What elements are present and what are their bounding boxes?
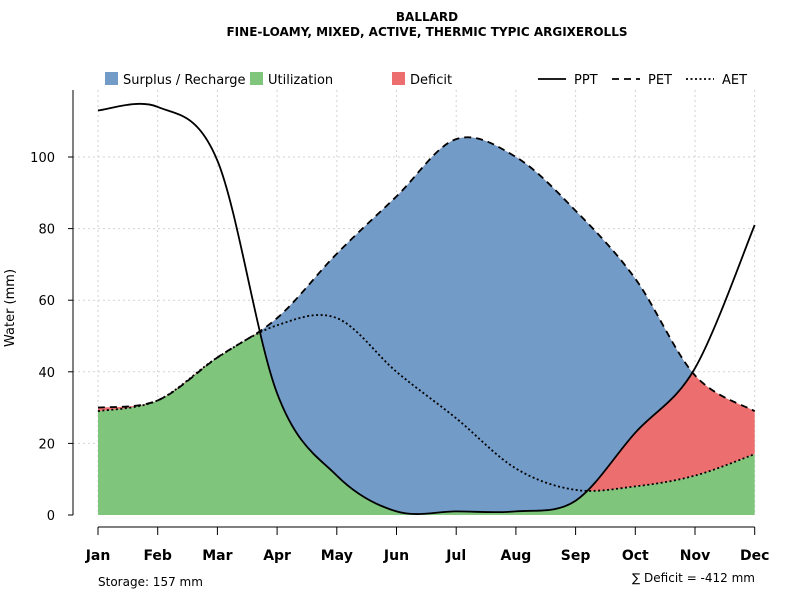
legend-label: Surplus / Recharge [123,73,246,88]
x-tick-label-dec: Dec [740,548,769,564]
x-tick-label-jul: Jul [445,548,466,564]
x-tick-label-feb: Feb [143,548,172,564]
legend-label: Utilization [268,73,333,88]
x-tick-label-jun: Jun [383,548,409,564]
axes: 0 20 40 60 80 100 Jan Feb Mar Apr May Jun Jul Aug Sep O… [30,90,769,564]
legend-label: PET [648,73,672,88]
y-tick-label: 40 [38,366,55,381]
legend: Surplus / Recharge Utilization Deficit PPT P… [105,72,747,88]
x-tick-label-nov: Nov [680,548,710,564]
y-tick-label: 60 [38,294,55,309]
legend-swatch [392,72,405,85]
y-tick-label: 80 [38,223,55,238]
chart-subtitle: FINE-LOAMY, MIXED, ACTIVE, THERMIC TYPIC… [226,25,627,39]
legend-swatch [105,72,118,85]
series-line-ppt [97,102,756,515]
x-tick-label-oct: Oct [622,548,649,564]
legend-label: Deficit [410,73,452,88]
legend-label: PPT [574,73,598,88]
series-line-aet [97,314,756,492]
x-tick-label-mar: Mar [202,548,232,564]
storage-annotation: Storage: 157 mm [98,575,203,589]
area-fills [98,103,755,515]
y-tick-label: 100 [30,151,55,166]
x-tick-label-jan: Jan [85,548,111,564]
chart-title: BALLARD [396,10,458,24]
deficit-annotation: ∑ Deficit = -412 mm [632,571,755,585]
x-tick-label-aug: Aug [500,548,531,564]
series-line-pet [97,136,756,412]
legend-label: AET [722,73,747,88]
legend-swatch [250,72,263,85]
y-tick-label: 0 [47,509,55,524]
series-lines [97,102,756,515]
surplus-recharge-area [98,103,755,515]
x-tick-label-sep: Sep [561,548,591,564]
y-tick-label: 20 [38,437,55,452]
x-tick-label-may: May [321,548,353,564]
x-tick-label-apr: Apr [263,548,291,564]
y-axis-label: Water (mm) [3,269,18,347]
